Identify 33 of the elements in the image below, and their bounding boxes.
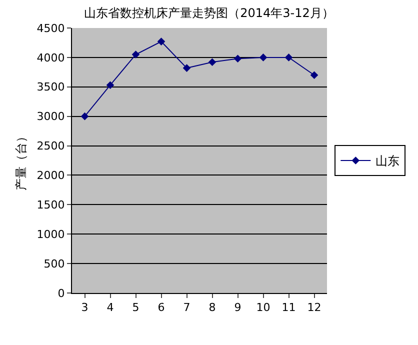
point [208,58,216,66]
point [106,81,114,90]
y-axis-title: 产量（台） [14,130,28,190]
x-tick-label: 9 [234,301,242,314]
point [182,64,191,72]
chart-title: 山东省数控机床产量走势图（2014年3-12月） [84,6,334,20]
y-tick-label: 4500 [36,22,65,35]
x-tick-label: 12 [307,301,322,314]
y-tick-label: 2500 [36,140,65,153]
point [310,71,318,80]
point [132,50,140,58]
y-tick-label: 1500 [36,198,65,212]
x-tick-label: 10 [256,301,270,314]
x-tick-label: 3 [81,301,88,314]
y-tick-label: 3500 [36,80,65,94]
point [284,54,293,62]
x-tick-label: 4 [106,301,114,314]
y-tick-label: 3000 [36,110,65,124]
point [80,112,89,120]
y-tick-label: 500 [44,257,65,270]
legend-label: 山东 [376,154,400,168]
x-tick-label: 8 [208,301,216,314]
y-tick-label: 4000 [36,51,65,64]
y-tick-label: 2000 [36,169,65,182]
x-tick-label: 11 [282,301,296,314]
x-tick-label: 6 [158,301,165,314]
y-tick-label: 1000 [36,228,65,241]
x-tick-label: 7 [183,301,190,314]
point [259,54,268,62]
point [157,38,166,46]
y-tick-label: 0 [58,286,65,300]
x-tick-label: 5 [132,301,140,314]
point [234,54,242,63]
